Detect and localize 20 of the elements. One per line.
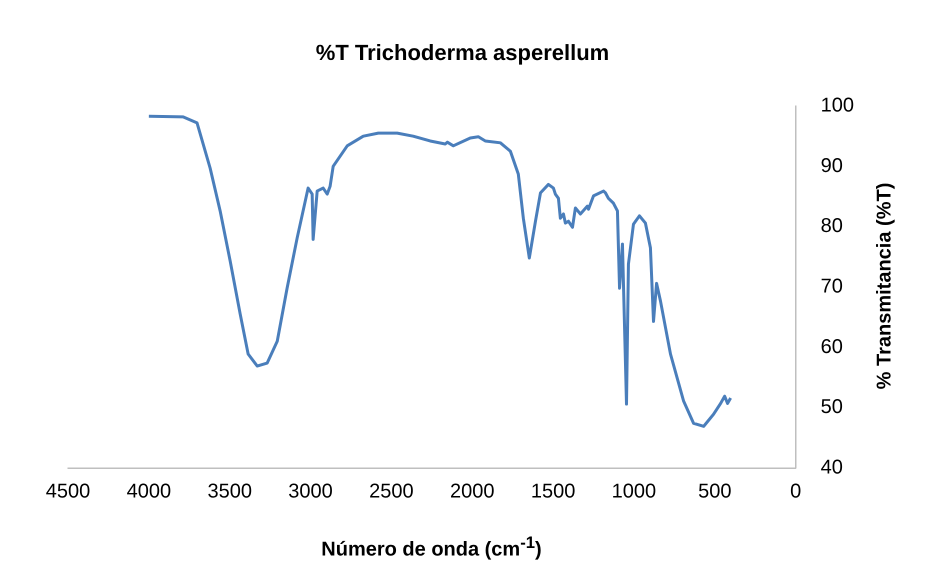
y-tick-label: 100 (820, 94, 854, 117)
x-axis-title: Número de onda (cm$^{-1}$) (320, 533, 543, 562)
y-tick-label: 90 (820, 154, 843, 177)
x-tick-label: 2000 (450, 480, 494, 503)
x-tick-label: 2500 (369, 480, 414, 503)
x-tick-label: 3000 (288, 480, 333, 503)
y-tick-label: 50 (820, 396, 843, 418)
x-tick-label: 0 (790, 480, 802, 503)
x-tick-label: 1000 (612, 480, 656, 503)
x-tick-label: 4500 (46, 480, 90, 503)
y-tick-label: 80 (820, 215, 843, 238)
x-tick-label: 4000 (126, 480, 172, 503)
y-tick-label: 60 (820, 336, 843, 358)
x-tick-label: 3500 (207, 480, 252, 503)
y-tick-label: 40 (820, 456, 843, 479)
y-tick-label: 70 (820, 276, 843, 298)
y-axis-title: % Transmitancia (%T) (874, 182, 896, 390)
x-tick-label: 500 (698, 480, 732, 503)
x-tick-label: 1500 (530, 480, 576, 503)
chart-title: %T Trichoderma asperellum (314, 40, 610, 66)
